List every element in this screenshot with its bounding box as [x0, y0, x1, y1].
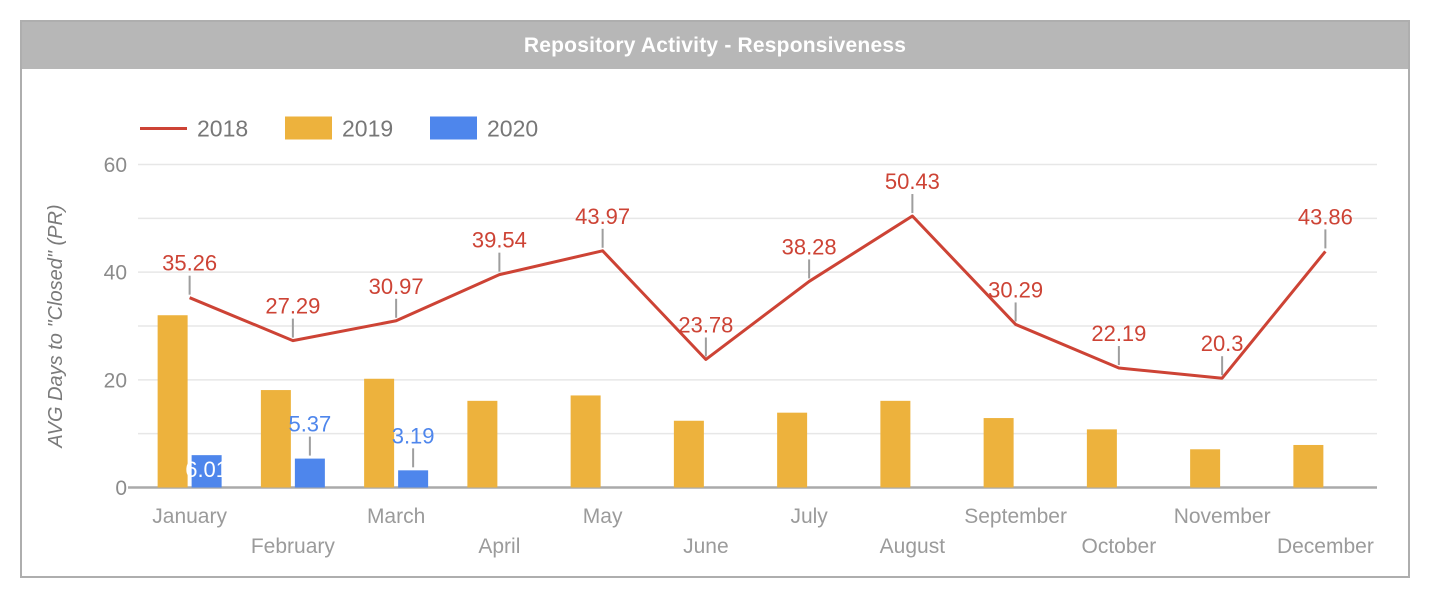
data-label-2018-october: 22.19	[1091, 321, 1146, 346]
x-tick-label-september: September	[964, 505, 1067, 528]
legend-item-2020[interactable]: 2020	[430, 116, 538, 142]
x-tick-label-july: July	[790, 505, 828, 528]
data-label-2018-january: 35.26	[162, 251, 217, 276]
data-label-2018-june: 23.78	[678, 312, 733, 337]
bar-2019-august[interactable]	[880, 400, 911, 488]
bar-2020-march[interactable]	[398, 470, 429, 488]
data-label-2018-december: 43.86	[1298, 204, 1353, 229]
data-label-2018-may: 43.97	[575, 204, 630, 229]
data-label-2020-february: 5.37	[288, 412, 331, 437]
bar-2019-february[interactable]	[260, 390, 291, 488]
x-tick-label-december: December	[1277, 535, 1374, 558]
bar-2019-may[interactable]	[570, 395, 601, 488]
chart-title: Repository Activity - Responsiveness	[523, 33, 907, 57]
bar-2019-september[interactable]	[983, 418, 1014, 488]
legend-swatch-2019	[285, 116, 332, 140]
data-label-2020-march: 3.19	[392, 423, 435, 448]
data-label-2018-september: 30.29	[988, 277, 1043, 302]
data-label-2018-november: 20.3	[1201, 331, 1244, 356]
y-tick-label-0: 0	[115, 477, 127, 500]
data-label-2018-february: 27.29	[265, 294, 320, 319]
bar-2019-july[interactable]	[777, 412, 808, 488]
bar-2019-june[interactable]	[673, 420, 704, 488]
data-label-2018-july: 38.28	[782, 234, 837, 259]
bar-2019-december[interactable]	[1293, 444, 1324, 488]
bar-2020-february[interactable]	[294, 458, 325, 488]
y-axis-title: AVG Days to "Closed" (PR)	[45, 204, 67, 448]
bar-2019-november[interactable]	[1190, 449, 1221, 488]
y-tick-label-40: 40	[104, 262, 127, 285]
legend-label-2019: 2019	[342, 116, 393, 142]
x-tick-label-april: April	[478, 535, 520, 558]
x-tick-label-june: June	[683, 535, 729, 558]
x-tick-label-august: August	[880, 535, 946, 558]
x-tick-label-november: November	[1174, 505, 1271, 528]
x-tick-label-october: October	[1082, 535, 1157, 558]
data-label-2020-january: 6.01	[185, 457, 228, 482]
chart-title-bar: Repository Activity - Responsiveness	[22, 22, 1408, 69]
x-tick-label-may: May	[583, 505, 623, 528]
x-tick-label-february: February	[251, 535, 336, 558]
x-tick-label-january: January	[152, 505, 227, 528]
legend-item-2018[interactable]: 2018	[140, 116, 248, 142]
y-tick-label-60: 60	[104, 154, 127, 177]
line-2018[interactable]	[189, 214, 1327, 380]
bar-2020-january[interactable]	[191, 455, 222, 488]
legend-label-2020: 2020	[487, 116, 538, 142]
bar-2019-april[interactable]	[467, 400, 498, 488]
data-label-2018-august: 50.43	[885, 169, 940, 194]
chart-frame: Repository Activity - Responsiveness	[20, 20, 1410, 578]
y-tick-label-20: 20	[104, 369, 127, 392]
bar-2019-march[interactable]	[364, 378, 395, 488]
legend-swatch-2020	[430, 116, 477, 140]
data-label-2018-march: 30.97	[369, 274, 424, 299]
bar-2019-january[interactable]	[157, 315, 188, 488]
legend-label-2018: 2018	[197, 116, 248, 142]
legend-item-2019[interactable]: 2019	[285, 116, 393, 142]
data-label-2018-april: 39.54	[472, 228, 527, 253]
x-tick-label-march: March	[367, 505, 425, 528]
bar-2019-october[interactable]	[1086, 429, 1117, 488]
